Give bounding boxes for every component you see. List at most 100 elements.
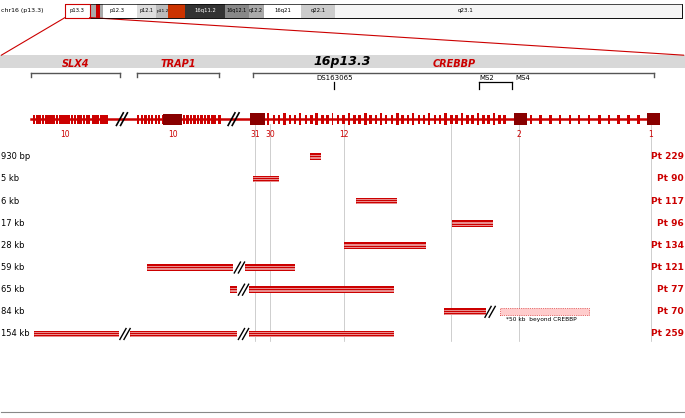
Bar [539,115,542,124]
Bar [500,308,589,315]
Bar [445,113,447,125]
Bar [168,4,185,18]
Bar [185,4,225,18]
Bar [83,115,85,124]
Bar [249,4,264,18]
Text: 84 kb: 84 kb [1,307,25,316]
Bar [71,115,73,124]
Bar [65,4,682,18]
Bar [264,4,301,18]
Bar [77,115,80,124]
Bar [316,113,318,125]
Bar [39,115,41,124]
Bar [100,4,103,18]
Bar [278,115,280,124]
Text: p13.3: p13.3 [70,8,85,13]
Bar [273,115,275,124]
Text: MS2: MS2 [479,75,495,81]
Bar [578,115,580,124]
Bar [200,115,203,124]
Text: 1: 1 [649,130,653,139]
Bar [79,115,82,124]
Bar [375,115,377,124]
Bar [249,331,394,337]
Text: 65 kb: 65 kb [1,285,25,294]
Bar [130,331,237,337]
Bar [608,115,610,124]
Bar [498,115,501,124]
Bar [0,55,685,68]
Bar [356,198,397,204]
Bar [493,113,495,125]
Bar [36,115,38,124]
Text: q23.1: q23.1 [458,8,473,13]
Bar [42,115,45,124]
Text: p11.2: p11.2 [156,9,169,13]
Bar [193,115,196,124]
Text: chr16 (p13.3): chr16 (p13.3) [1,8,44,13]
Text: 17 kb: 17 kb [1,219,25,228]
Bar [396,113,399,125]
Bar [183,115,185,124]
Bar [460,113,463,125]
Text: *50 kb  beyond CREBBP: *50 kb beyond CREBBP [506,317,576,322]
Bar [627,115,630,124]
Bar [140,115,143,124]
Text: 16q21: 16q21 [274,8,291,13]
Bar [301,4,335,18]
Bar [253,176,279,182]
Bar [218,115,221,124]
Bar [348,113,350,125]
Text: 10: 10 [169,130,178,139]
Bar [203,115,206,124]
Bar [245,264,295,271]
Bar [155,4,168,18]
Bar [407,115,409,124]
Text: 16q11.2: 16q11.2 [195,8,216,13]
Bar [151,115,153,124]
Bar [294,115,296,124]
Bar [477,113,480,125]
Bar [190,115,192,124]
Bar [214,115,216,124]
Bar [423,115,425,124]
Bar [96,4,100,18]
Bar [175,115,178,124]
Text: 59 kb: 59 kb [1,263,25,272]
Text: 30: 30 [265,130,275,139]
Text: 5 kb: 5 kb [1,174,19,184]
Bar [337,115,339,124]
Text: 930 bp: 930 bp [1,152,31,161]
Bar [439,115,441,124]
Bar [172,115,175,124]
Bar [284,113,286,125]
Bar [103,4,137,18]
Bar [299,113,301,125]
Bar [74,115,76,124]
Bar [211,115,214,124]
Bar [171,114,182,125]
Bar [169,115,171,124]
Text: p12.1: p12.1 [140,8,153,13]
Bar [450,115,453,124]
Bar [358,115,362,124]
Bar [549,115,551,124]
Bar [385,115,388,124]
Bar [569,115,571,124]
Bar [418,115,420,124]
Text: Pt 70: Pt 70 [657,307,684,316]
Bar [514,113,527,125]
Bar [250,113,265,125]
Bar [428,113,430,125]
Bar [92,115,94,124]
Bar [503,115,506,124]
Bar [137,115,140,124]
Bar [455,115,458,124]
Bar [53,115,55,124]
Text: q22.1: q22.1 [310,8,325,13]
Text: TRAP1: TRAP1 [160,59,196,69]
Bar [332,113,334,125]
Bar [342,115,345,124]
Bar [90,4,96,18]
Bar [137,4,155,18]
